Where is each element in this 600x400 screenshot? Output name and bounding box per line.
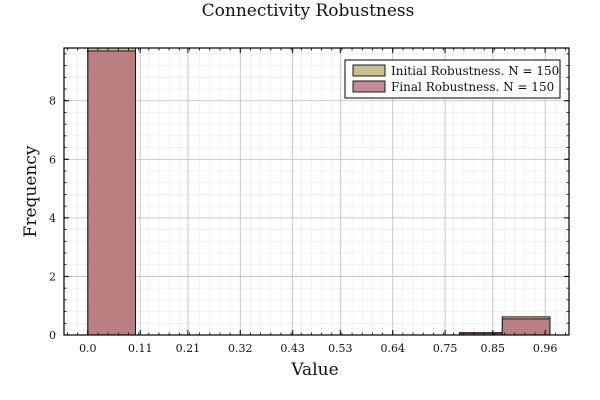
- x-axis-label: Value: [290, 360, 338, 380]
- legend: Initial Robustness. N = 150 Final Robustn…: [344, 59, 561, 99]
- y-axis-label: Frequency: [21, 145, 41, 237]
- histogram-bar: [87, 50, 136, 336]
- legend-swatch: [352, 64, 386, 77]
- x-axis-ticks: 0.0 0.11 0.21 0.32 0.43 0.53 0.64 0.75 0.85 0.96: [67, 48, 566, 355]
- x-tick-label: 0.0: [79, 342, 97, 355]
- histogram-bar: [501, 318, 551, 336]
- y-tick-label: 4: [49, 212, 56, 225]
- x-tick-label: 0.96: [533, 342, 558, 355]
- plot-frame: [63, 47, 570, 336]
- legend-entry-label: Initial Robustness. N = 150: [391, 64, 559, 78]
- x-tick-label: 0.64: [380, 342, 405, 355]
- x-tick-label: 0.75: [433, 342, 458, 355]
- y-tick-label: 8: [49, 95, 56, 108]
- chart-title: Connectivity Robustness: [202, 1, 415, 21]
- x-tick-label: 0.43: [280, 342, 305, 355]
- x-tick-label: 0.32: [228, 342, 253, 355]
- legend-swatch: [352, 80, 386, 93]
- y-tick-label: 0: [49, 329, 56, 342]
- y-axis-ticks: 0 2 4 6 8: [49, 53, 569, 342]
- x-tick-label: 0.53: [328, 342, 353, 355]
- x-tick-label: 0.21: [176, 342, 201, 355]
- legend-entry-label: Final Robustness. N = 150: [391, 80, 554, 94]
- x-tick-label: 0.11: [128, 342, 153, 355]
- x-tick-label: 0.85: [481, 342, 506, 355]
- y-tick-label: 6: [49, 153, 56, 166]
- y-tick-label: 2: [49, 270, 56, 283]
